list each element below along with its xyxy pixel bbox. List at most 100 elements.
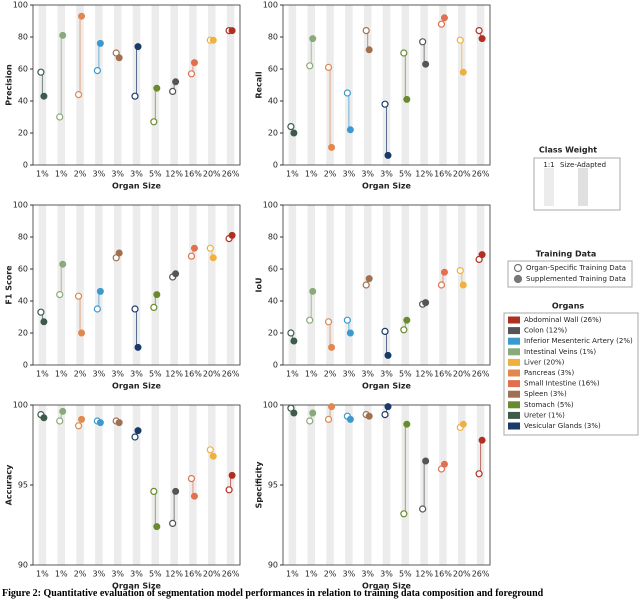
- organ-specific-point: [187, 475, 196, 483]
- supplemented-point: [172, 270, 180, 278]
- category-band: [401, 205, 410, 365]
- supplemented-point: [134, 43, 142, 51]
- supplemented-point: [40, 414, 48, 422]
- legend-label: Spleen (3%): [524, 390, 567, 398]
- legend-label: Pancreas (3%): [524, 369, 575, 377]
- supplemented-point: [134, 427, 142, 435]
- y-tick-label: 40: [18, 297, 28, 306]
- category-band: [208, 205, 216, 365]
- supplemented-point: [346, 126, 354, 134]
- category-band: [307, 5, 315, 165]
- x-tick-label: 16%: [184, 570, 202, 579]
- category-band: [345, 5, 353, 165]
- organ-specific-point: [437, 20, 446, 28]
- supplemented-point: [172, 78, 180, 86]
- y-tick-label: 80: [268, 233, 278, 242]
- y-tick-label: 40: [268, 297, 278, 306]
- category-band: [132, 205, 141, 365]
- supplemented-point: [440, 460, 448, 468]
- category-band: [458, 5, 466, 165]
- x-tick-label: 26%: [472, 370, 490, 379]
- x-axis-label: Organ Size: [362, 582, 412, 591]
- supplemented-point: [309, 287, 317, 295]
- category-band: [345, 205, 353, 365]
- organ-specific-point: [56, 417, 64, 425]
- category-band: [151, 405, 160, 565]
- plot-frame: [282, 204, 491, 366]
- x-tick-label: 5%: [399, 170, 412, 179]
- category-band: [288, 5, 297, 165]
- organ-specific-point: [400, 49, 408, 57]
- class-weight-title: Class Weight: [539, 146, 597, 155]
- x-tick-label: 3%: [130, 570, 143, 579]
- legend-swatch: [508, 390, 520, 398]
- y-tick-label: 20: [268, 329, 278, 338]
- x-tick-label: 12%: [415, 370, 433, 379]
- x-axis-label: Organ Size: [112, 382, 162, 391]
- organ-specific-point: [381, 411, 389, 419]
- x-tick-label: 1%: [286, 370, 299, 379]
- legend-marker: [513, 263, 523, 273]
- legend-label: Stomach (5%): [524, 401, 574, 409]
- organ-specific-point: [381, 100, 389, 108]
- category-band: [208, 405, 216, 565]
- category-band: [363, 5, 372, 165]
- supplemented-point: [153, 291, 161, 299]
- x-axis-label: Organ Size: [362, 182, 412, 191]
- y-tick-label: 90: [18, 561, 28, 570]
- x-tick-label: 3%: [343, 370, 356, 379]
- x-tick-label: 1%: [36, 170, 49, 179]
- supplemented-point: [365, 46, 373, 54]
- legend-marker: [513, 274, 523, 284]
- x-tick-label: 16%: [434, 370, 452, 379]
- organ-specific-point: [169, 87, 177, 96]
- x-tick-label: 2%: [324, 370, 337, 379]
- category-band: [208, 5, 216, 165]
- category-band: [326, 205, 334, 365]
- x-tick-label: 3%: [130, 370, 143, 379]
- category-band: [170, 205, 178, 365]
- organ-specific-point: [306, 62, 314, 70]
- organ-specific-point: [287, 122, 295, 131]
- x-tick-label: 12%: [165, 570, 183, 579]
- supplemented-point: [190, 492, 198, 500]
- organ-specific-point: [362, 281, 370, 289]
- x-axis-label: Organ Size: [112, 582, 162, 591]
- organ-specific-point: [306, 316, 314, 324]
- supplemented-point: [403, 95, 411, 103]
- supplemented-point: [403, 316, 411, 324]
- legend-swatch: [508, 380, 520, 388]
- y-axis-label: Precision: [5, 64, 14, 106]
- x-tick-label: 2%: [74, 570, 87, 579]
- x-tick-label: 3%: [380, 570, 393, 579]
- category-band: [226, 205, 235, 365]
- y-tick-label: 20: [18, 129, 28, 138]
- organ-specific-point: [56, 291, 64, 299]
- legend-label: Supplemented Training Data: [526, 275, 626, 283]
- category-band: [38, 405, 47, 565]
- y-axis-label: IoU: [255, 278, 264, 293]
- legend-label: Intestinal Veins (1%): [524, 348, 596, 356]
- organ-specific-point: [74, 292, 83, 300]
- supplemented-point: [459, 68, 467, 76]
- organ-specific-point: [437, 281, 446, 289]
- organ-specific-point: [362, 27, 370, 35]
- category-band: [132, 405, 141, 565]
- category-band: [95, 5, 103, 165]
- category-band: [382, 405, 391, 565]
- x-axis-label: Organ Size: [112, 182, 162, 191]
- legend-label: Vesicular Glands (3%): [524, 422, 601, 430]
- x-tick-label: 16%: [434, 170, 452, 179]
- organ-specific-point: [150, 303, 158, 311]
- supplemented-point: [115, 54, 123, 62]
- x-tick-label: 20%: [453, 370, 471, 379]
- category-band: [476, 405, 485, 565]
- category-band: [382, 205, 391, 365]
- supplemented-point: [96, 39, 104, 47]
- organ-specific-point: [225, 486, 233, 494]
- category-band: [476, 5, 485, 165]
- supplemented-point: [440, 268, 448, 276]
- x-tick-label: 3%: [380, 370, 393, 379]
- y-tick-label: 95: [18, 481, 28, 490]
- y-tick-label: 0: [23, 361, 28, 370]
